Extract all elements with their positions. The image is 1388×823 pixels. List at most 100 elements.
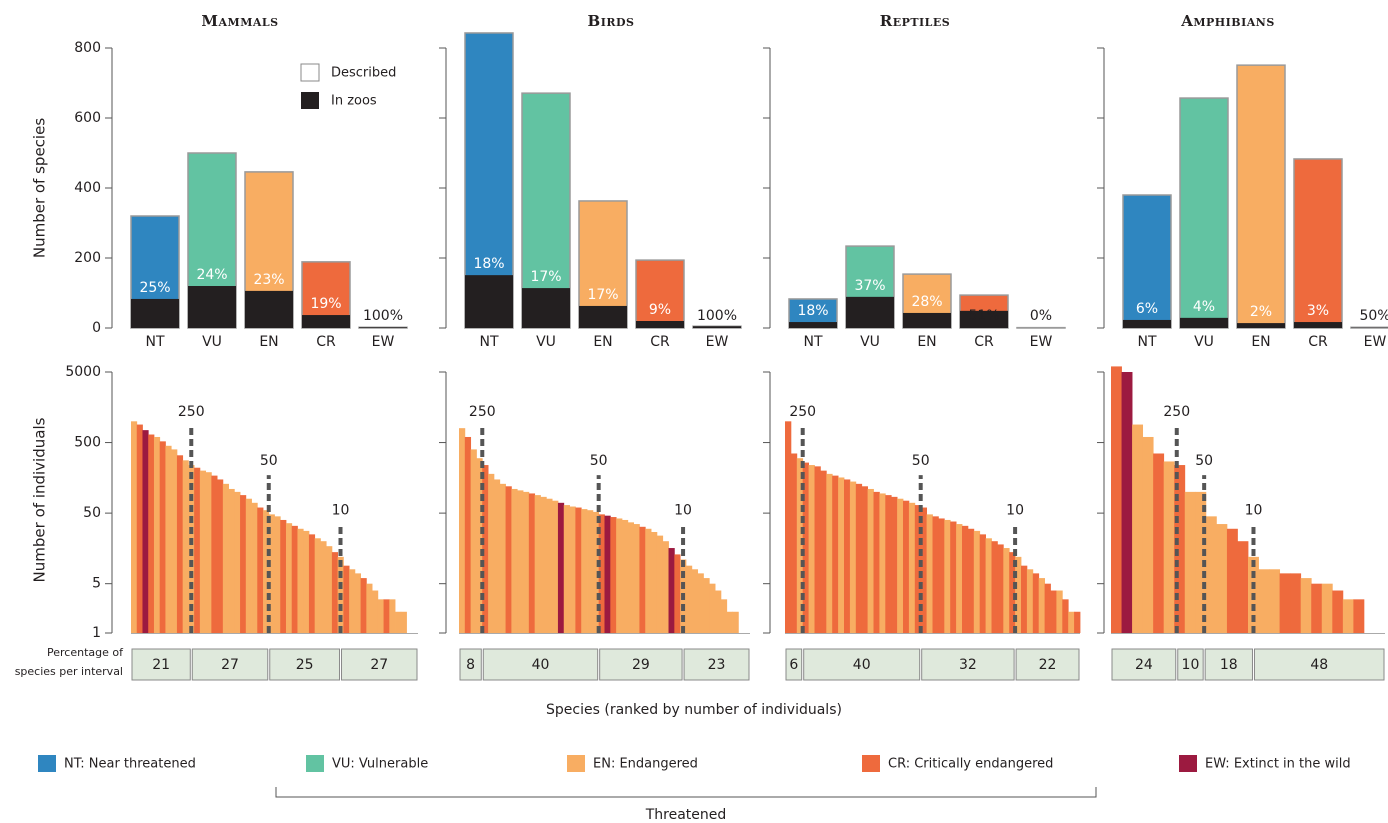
species-bar — [377, 599, 384, 633]
species-bar — [1321, 583, 1333, 633]
value-label: 2% — [1250, 304, 1272, 320]
zoo-bar — [131, 298, 179, 328]
species-bar — [668, 548, 675, 633]
species-bar — [205, 472, 212, 633]
zoo-bar — [359, 327, 407, 328]
y-axis-label: Number of individuals — [31, 417, 49, 582]
species-bar — [136, 424, 143, 633]
species-bar — [354, 573, 361, 633]
y-tick-label: 5000 — [65, 364, 101, 380]
species-bar — [222, 483, 229, 633]
legend-label: EW: Extinct in the wild — [1205, 757, 1351, 772]
species-bar — [389, 599, 396, 633]
value-label: 25% — [139, 280, 170, 296]
species-bar — [944, 519, 951, 633]
species-bar — [950, 521, 957, 633]
legend-swatch — [306, 755, 324, 772]
species-bar — [395, 611, 402, 633]
zoo-bar — [522, 288, 570, 328]
threshold-label: 50 — [912, 453, 930, 469]
interval-box — [269, 648, 341, 681]
species-bar — [517, 490, 524, 633]
species-bar — [802, 462, 809, 633]
species-bar — [314, 538, 321, 633]
interval-label: 24 — [1135, 657, 1153, 673]
species-bar — [153, 436, 161, 633]
species-bar — [1111, 366, 1122, 633]
species-bar — [1044, 583, 1051, 633]
species-bar — [645, 528, 652, 633]
species-bar — [1062, 599, 1069, 633]
legend-label: VU: Vulnerable — [332, 757, 428, 772]
x-tick-label: CR — [974, 334, 994, 350]
threshold-label: 50 — [1195, 453, 1213, 469]
species-bar — [920, 507, 927, 633]
species-bar — [651, 532, 658, 633]
species-bar — [1015, 556, 1022, 633]
species-bar — [616, 518, 623, 633]
species-bar — [903, 500, 910, 633]
interval-label: 10 — [1182, 657, 1200, 673]
value-label: 51% — [968, 308, 999, 324]
x-tick-label: EW — [1364, 334, 1387, 350]
interval-box — [191, 648, 269, 681]
species-bar — [1174, 465, 1186, 633]
species-bar — [268, 514, 275, 633]
species-bar — [1032, 573, 1040, 633]
y-tick-label: 500 — [74, 435, 101, 451]
species-bar — [523, 491, 530, 633]
value-label: 28% — [911, 294, 942, 310]
species-bar — [938, 518, 945, 633]
species-bar — [1038, 578, 1045, 633]
zoo-bar — [1237, 323, 1285, 328]
interval-box — [341, 648, 418, 681]
species-bar — [1269, 569, 1281, 633]
threshold-label: 250 — [1163, 404, 1190, 420]
species-bar — [171, 449, 178, 633]
species-bar — [1195, 491, 1207, 633]
species-bar — [581, 509, 588, 633]
interval-label: 21 — [152, 657, 170, 673]
species-bar — [1056, 590, 1063, 633]
species-bar — [962, 525, 969, 633]
threshold-label: 250 — [469, 404, 496, 420]
x-tick-label: EN — [1251, 334, 1270, 350]
species-bar — [610, 517, 617, 633]
species-bar — [587, 510, 594, 633]
species-bar — [991, 541, 998, 633]
legend-swatch — [862, 755, 880, 772]
x-tick-label: VU — [860, 334, 880, 350]
species-bar — [873, 491, 880, 633]
species-bar — [1205, 516, 1217, 633]
legend-label: CR: Critically endangered — [888, 757, 1053, 772]
species-bar — [1021, 565, 1028, 633]
threshold-label: 10 — [674, 502, 692, 518]
species-bar — [563, 505, 570, 633]
species-bar — [308, 534, 316, 633]
zoo-bar — [960, 310, 1008, 328]
species-bar — [814, 466, 821, 633]
x-tick-label: EW — [372, 334, 395, 350]
y-tick-label: 50 — [83, 505, 101, 521]
legend-swatch — [1179, 755, 1197, 772]
species-bar — [844, 479, 851, 633]
species-bar — [1258, 569, 1270, 633]
species-bar — [785, 421, 792, 633]
value-label: 0% — [1030, 308, 1052, 324]
species-bar — [1311, 583, 1323, 633]
x-tick-label: EW — [706, 334, 729, 350]
species-bar — [297, 528, 304, 633]
species-bar — [662, 541, 669, 633]
species-bar — [1237, 541, 1249, 633]
value-label: 37% — [854, 278, 885, 294]
value-label: 3% — [1307, 303, 1329, 319]
interval-label: 27 — [370, 657, 388, 673]
interval-label: 27 — [221, 657, 239, 673]
species-bar — [956, 524, 963, 633]
species-bar — [528, 493, 536, 633]
value-label: 17% — [530, 269, 561, 285]
species-bar — [464, 436, 472, 633]
species-bar — [1290, 573, 1302, 633]
threshold-label: 50 — [590, 453, 608, 469]
species-bar — [240, 495, 247, 633]
